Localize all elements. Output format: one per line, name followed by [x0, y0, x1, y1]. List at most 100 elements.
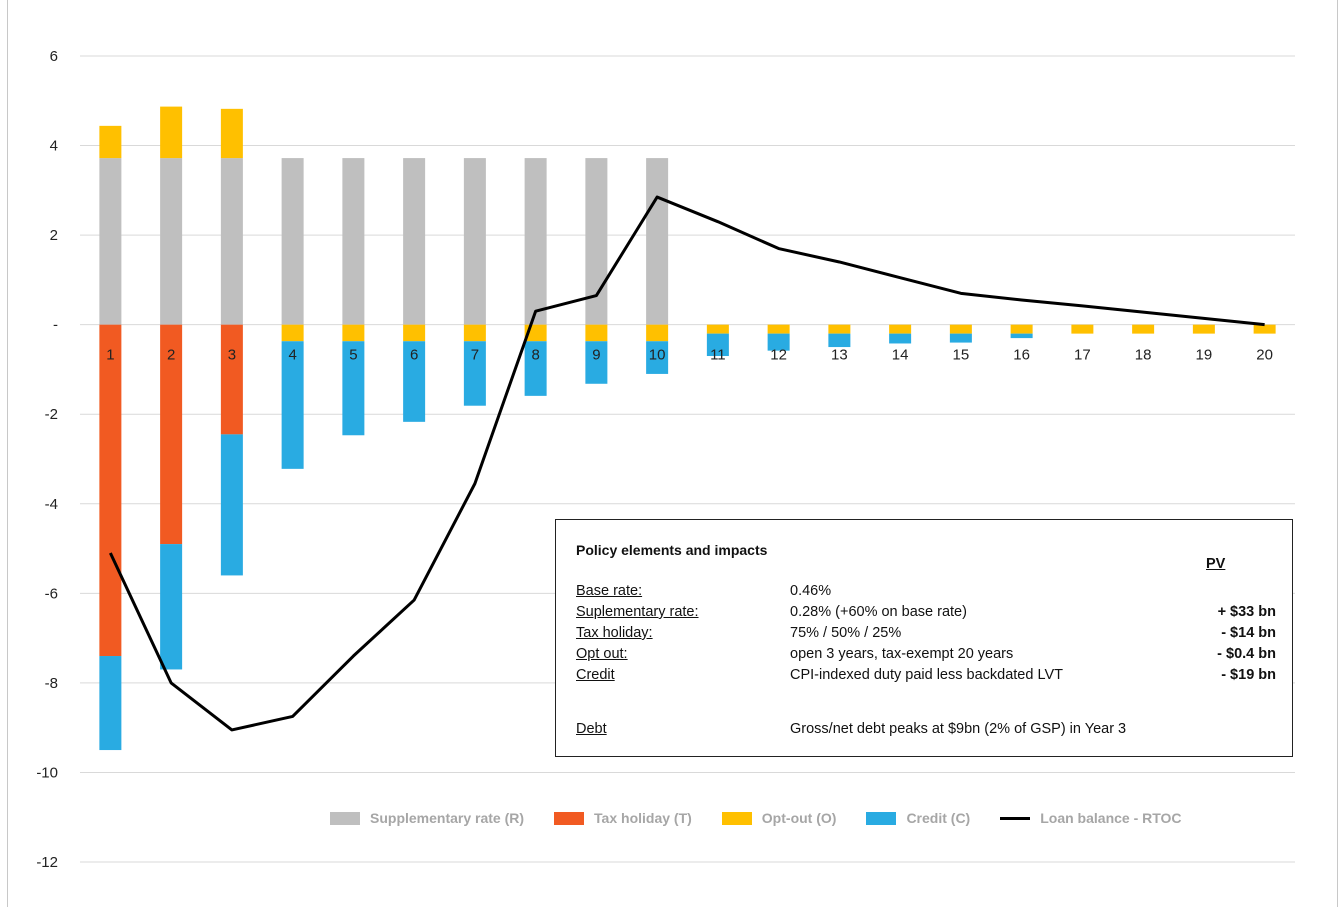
x-tick-label: 12: [770, 347, 787, 364]
bar-segment: [220, 108, 243, 159]
info-value: CPI-indexed duty paid less backdated LVT: [790, 667, 1063, 683]
bar-segment: [403, 324, 426, 342]
legend-swatch: [330, 811, 360, 825]
bar-segment: [949, 333, 972, 343]
x-tick-label: 7: [471, 347, 479, 364]
legend-label: Supplementary rate (R): [370, 810, 525, 826]
x-tick-label: 3: [228, 347, 236, 364]
y-tick-label: -8: [45, 675, 58, 692]
legend-item-tax-holiday: Tax holiday (T): [554, 810, 692, 826]
info-key: Tax holiday:: [576, 625, 653, 641]
legend-item-loan-balance: Loan balance - RTOC: [1000, 810, 1182, 826]
bar-segment: [828, 324, 851, 334]
x-tick-label: 6: [410, 347, 418, 364]
info-value: Gross/net debt peaks at $9bn (2% of GSP)…: [790, 721, 1127, 737]
info-pv: - $0.4 bn: [1217, 646, 1276, 662]
bar-segment: [949, 324, 972, 334]
info-pv: - $19 bn: [1221, 667, 1276, 683]
y-tick-label: -6: [45, 585, 58, 602]
y-tick-label: 4: [50, 138, 58, 155]
pv-header: PV: [1206, 556, 1226, 572]
x-tick-label: 1: [106, 347, 114, 364]
bar-segment: [1010, 324, 1033, 334]
info-title: Policy elements and impacts: [576, 542, 768, 558]
bar-segment: [706, 333, 729, 357]
x-tick-label: 16: [1013, 347, 1030, 364]
legend-label: Tax holiday (T): [594, 810, 692, 826]
y-tick-label: -12: [36, 854, 58, 871]
x-tick-label: 14: [892, 347, 909, 364]
y-tick-label: -2: [45, 406, 58, 423]
bar-segment: [889, 324, 912, 334]
info-key: Opt out:: [576, 646, 628, 662]
y-axis-ticks: 6 4 2 - -2 -4 -6 -8 -10 -12: [36, 48, 58, 871]
bar-segment: [646, 324, 669, 342]
y-tick-label: -: [53, 317, 58, 334]
info-row-debt: Debt Gross/net debt peaks at $9bn (2% of…: [576, 721, 1276, 741]
legend-item-credit: Credit (C): [866, 810, 970, 826]
bar-segment: [281, 341, 304, 469]
bar-segment: [99, 125, 122, 159]
bar-segment: [706, 324, 729, 334]
legend-swatch: [554, 811, 585, 825]
bar-segment: [160, 324, 183, 545]
info-pv: + $33 bn: [1217, 604, 1276, 620]
info-row-base-rate: Base rate: 0.46%: [576, 583, 1276, 603]
bar-segment: [220, 158, 243, 325]
bar-segment: [220, 324, 243, 435]
bar-segment: [1071, 324, 1094, 334]
x-axis-ticks: 1 2 3 4 5 6 7 8 9 10 11 12 13 14 15 16 17 18 19 20: [106, 347, 1273, 364]
bar-segment: [342, 324, 365, 342]
info-key: Credit: [576, 667, 615, 683]
x-tick-label: 5: [349, 347, 357, 364]
info-key: Suplementary rate:: [576, 604, 699, 620]
bar-segment: [463, 341, 486, 406]
bar-segment: [585, 324, 608, 342]
x-tick-label: 20: [1256, 347, 1273, 364]
info-key: Debt: [576, 721, 607, 737]
loan-balance-line: [109, 195, 1265, 732]
x-tick-label: 13: [831, 347, 848, 364]
bar-segment: [160, 544, 183, 670]
bar-segment: [646, 341, 669, 374]
bar-segment: [463, 324, 486, 342]
bar-segment: [767, 324, 790, 334]
info-value: 0.28% (+60% on base rate): [790, 604, 967, 620]
bar-segment: [767, 333, 790, 351]
legend-label: Loan balance - RTOC: [1040, 810, 1182, 826]
legend-swatch: [721, 811, 752, 825]
bar-segment: [160, 158, 183, 325]
legend-item-supplementary-rate: Supplementary rate (R): [330, 810, 524, 826]
x-tick-label: 10: [649, 347, 666, 364]
legend-label: Credit (C): [906, 810, 971, 826]
bar-segment: [403, 341, 426, 422]
bar-segment: [1010, 333, 1033, 339]
x-tick-label: 2: [167, 347, 175, 364]
bar-segment: [160, 106, 183, 159]
bar-segment: [1253, 324, 1276, 334]
bar-segment: [463, 158, 486, 325]
x-tick-label: 11: [710, 347, 726, 364]
y-tick-label: 6: [50, 48, 58, 65]
info-value: 0.46%: [790, 583, 832, 599]
bar-segment: [1192, 324, 1215, 334]
x-tick-label: 9: [592, 347, 600, 364]
bar-segment: [889, 333, 912, 344]
bar-segment: [828, 333, 851, 348]
legend-line-key: [1000, 816, 1031, 820]
bar-segment: [342, 158, 365, 325]
x-tick-label: 4: [288, 347, 296, 364]
bar-segment: [524, 341, 547, 396]
info-pv: - $14 bn: [1221, 625, 1276, 641]
y-tick-label: 2: [50, 227, 58, 244]
bar-segment: [281, 158, 304, 325]
loan-balance-line-layer: [109, 195, 1265, 732]
y-tick-label: -4: [45, 496, 58, 513]
bar-segment: [585, 158, 608, 325]
x-tick-label: 15: [953, 347, 970, 364]
x-tick-label: 17: [1074, 347, 1091, 364]
x-tick-label: 8: [531, 347, 539, 364]
info-value: open 3 years, tax-exempt 20 years: [790, 646, 1014, 662]
policy-info-box: Policy elements and impacts PV Base rate…: [555, 519, 1293, 757]
